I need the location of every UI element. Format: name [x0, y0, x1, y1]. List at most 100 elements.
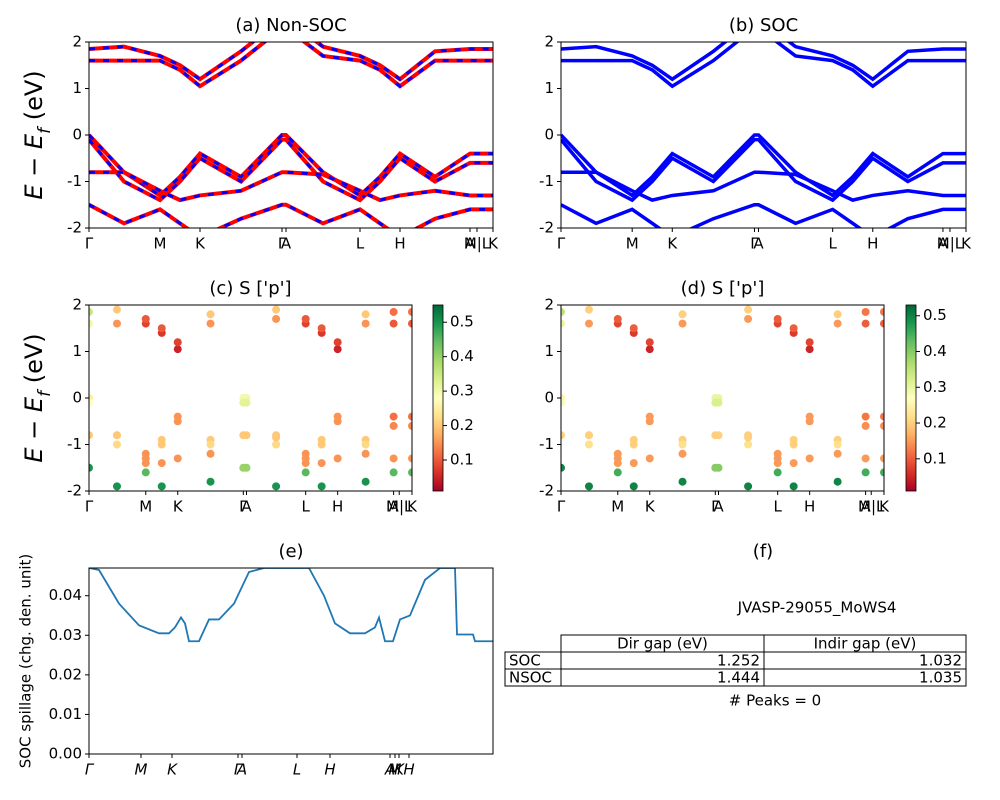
band-line-overlay	[89, 203, 493, 228]
band-point	[629, 440, 638, 449]
table-value: 1.032	[919, 652, 962, 670]
band-point	[861, 412, 870, 421]
x-tick-label: H	[332, 498, 343, 516]
band-point	[141, 314, 150, 323]
band-point	[317, 459, 326, 468]
colorbar-tick-label: 0.4	[923, 342, 947, 360]
band-line-overlay	[89, 170, 493, 202]
band-point	[861, 319, 870, 328]
band-point	[157, 459, 166, 468]
band-point	[112, 482, 121, 491]
band-point	[678, 477, 687, 486]
x-tick-label: H	[867, 235, 878, 253]
x-tick-label: Γ	[85, 761, 95, 779]
band-point	[157, 440, 166, 449]
band-point	[89, 307, 93, 316]
x-tick-label: M	[626, 235, 639, 253]
x-tick-label: A	[384, 761, 395, 779]
band-point	[317, 324, 326, 333]
colorbar-tick-label: 0.3	[923, 378, 947, 396]
band-point	[629, 459, 638, 468]
band-point	[89, 431, 93, 440]
y-tick-label: -2	[539, 482, 554, 500]
band-point	[833, 310, 842, 319]
y-tick-label: 0.00	[49, 745, 82, 763]
band-point	[613, 314, 622, 323]
y-tick-label: 1	[72, 342, 82, 360]
table-value: 1.252	[717, 652, 760, 670]
band-point	[408, 412, 412, 421]
band-point	[880, 454, 884, 463]
x-tick-label: Γ	[85, 498, 94, 516]
band-point	[361, 319, 370, 328]
band-point	[833, 319, 842, 328]
y-tick-label: 1	[544, 79, 554, 97]
y-tick-label: 0.04	[49, 586, 82, 604]
x-tick-label: K	[195, 235, 206, 253]
plot-area	[561, 42, 966, 228]
band-point	[301, 468, 310, 477]
band-point	[678, 319, 687, 328]
band-point	[408, 468, 412, 477]
band-point	[880, 421, 884, 430]
band-point	[714, 463, 723, 472]
table-header: Indir gap (eV)	[814, 635, 917, 653]
band-point	[333, 345, 342, 354]
band-point	[141, 449, 150, 458]
table-caption: JVASP-29055_MoWS4	[737, 599, 897, 618]
x-tick-label: K	[167, 761, 178, 779]
band-point	[833, 440, 842, 449]
x-tick-label: L	[293, 761, 301, 779]
band-point	[173, 454, 182, 463]
band-point	[112, 305, 121, 314]
x-tick-label: Γ	[85, 235, 94, 253]
x-tick-label: M	[611, 498, 624, 516]
band-point	[272, 440, 281, 449]
y-axis-label-part: f	[35, 125, 55, 134]
band-point	[317, 482, 326, 491]
colorbar	[905, 304, 917, 492]
x-tick-label: A	[388, 498, 399, 516]
y-axis-label: E − Ef (eV)	[20, 70, 55, 199]
x-tick-label: Γ	[239, 498, 248, 516]
band-point	[408, 421, 412, 430]
band-point	[272, 305, 281, 314]
band-line	[561, 42, 966, 89]
table-row-label: NSOC	[509, 669, 552, 687]
x-tick-label: Γ	[234, 761, 244, 779]
colorbar-tick-label: 0.3	[450, 382, 474, 400]
y-tick-label: -1	[67, 172, 82, 190]
axes-frame	[88, 567, 494, 755]
x-tick-label: A	[241, 498, 252, 516]
band-point	[645, 338, 654, 347]
y-tick-label: -2	[539, 219, 554, 237]
x-tick-label: K	[645, 498, 656, 516]
band-point	[773, 314, 782, 323]
band-point	[678, 310, 687, 319]
x-tick-label: K	[394, 761, 405, 779]
table-value: 1.035	[919, 669, 962, 687]
band-point	[389, 307, 398, 316]
chart-title: (d) S ['p']	[681, 278, 765, 299]
x-tick-label: M|L	[937, 235, 964, 253]
band-point	[242, 463, 251, 472]
y-axis-label-part: E − E	[20, 396, 48, 463]
band-point	[112, 440, 121, 449]
chart-title: (c) S ['p']	[209, 278, 291, 299]
table-row-label: SOC	[509, 652, 541, 670]
band-point	[317, 440, 326, 449]
band-point	[744, 305, 753, 314]
table-header: Dir gap (eV)	[617, 635, 708, 653]
band-point	[173, 417, 182, 426]
band-point	[678, 440, 687, 449]
band-point	[584, 319, 593, 328]
plot-area	[89, 568, 493, 643]
band-point	[389, 412, 398, 421]
x-tick-label: L	[301, 498, 310, 516]
y-tick-label: -1	[539, 172, 554, 190]
y-axis-label: E − Ef (eV)	[20, 333, 55, 462]
band-point	[584, 431, 593, 440]
band-point	[141, 459, 150, 468]
band-point	[141, 468, 150, 477]
